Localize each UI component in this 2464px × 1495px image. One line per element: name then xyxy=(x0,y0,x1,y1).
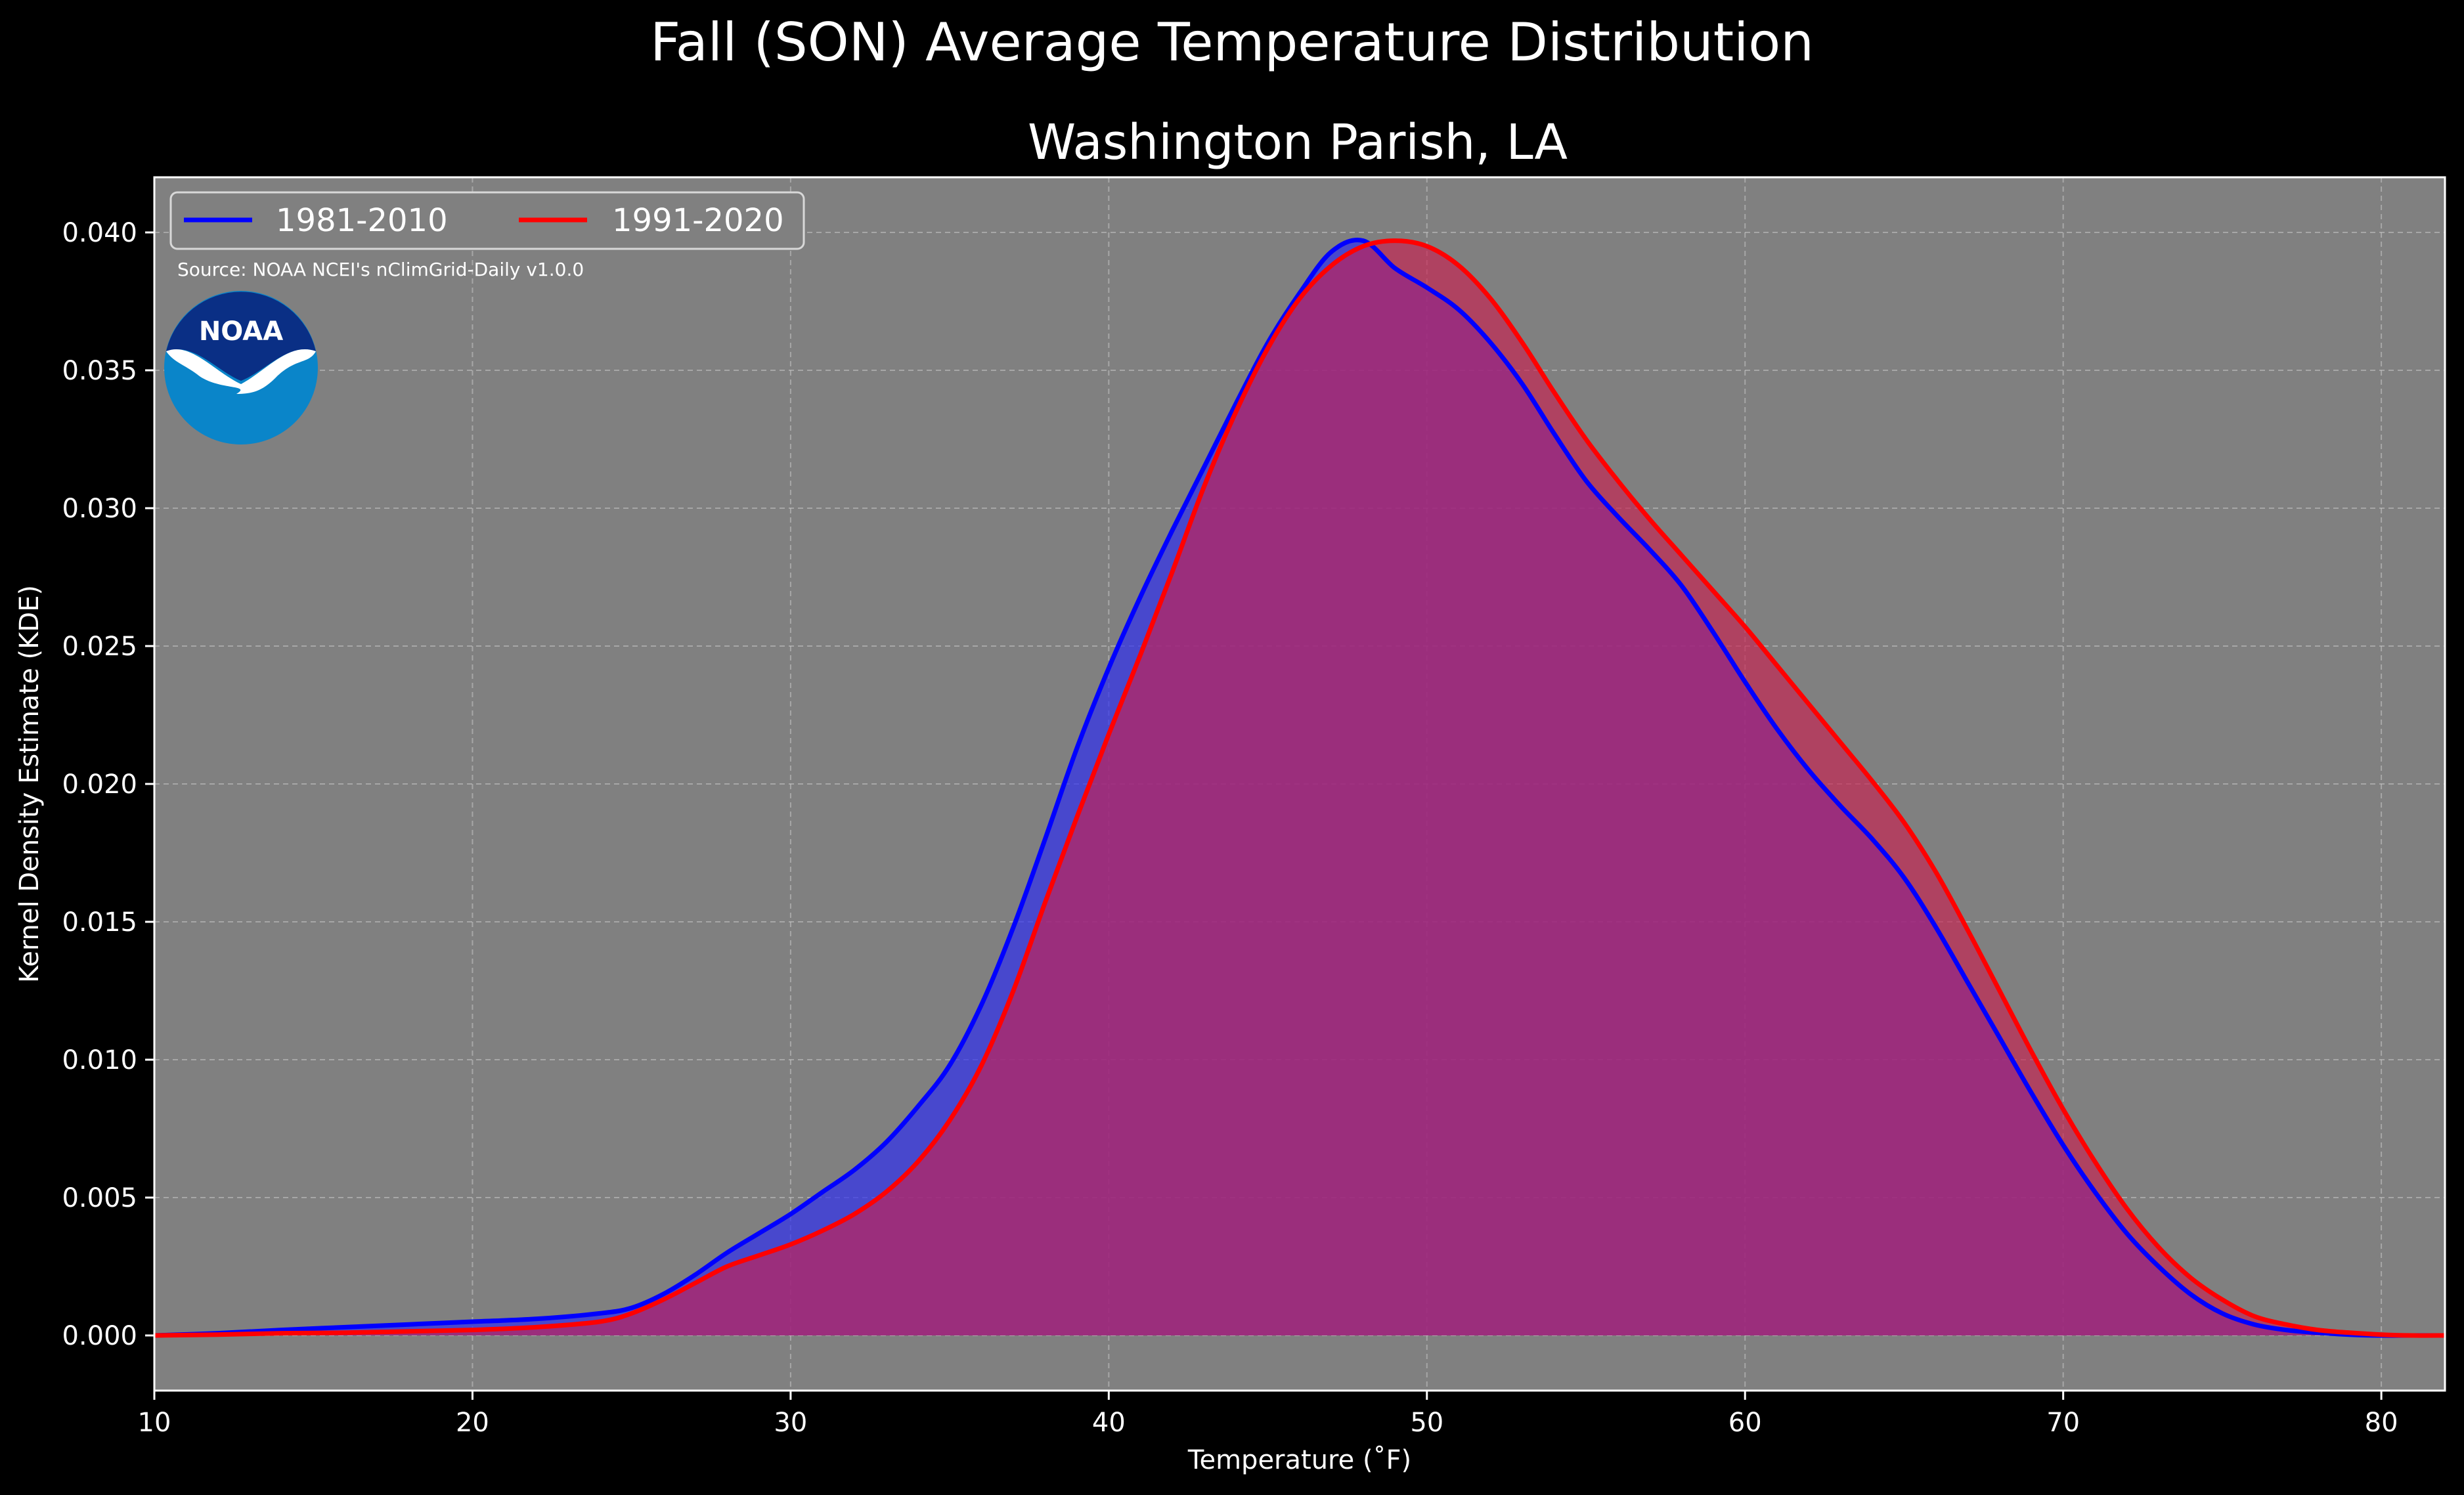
legend-label-1981-2010: 1981-2010 xyxy=(276,202,448,239)
legend-label-1991-2020: 1991-2020 xyxy=(612,202,784,239)
x-tick-label: 60 xyxy=(1728,1408,1762,1438)
y-tick-label: 0.040 xyxy=(62,218,137,248)
y-tick-label: 0.025 xyxy=(62,632,137,662)
series-line-1981-2010 xyxy=(154,238,2445,1338)
x-tick-label: 80 xyxy=(2365,1408,2398,1438)
y-axis-ticks: 0.000 0.005 0.010 0.015 0.020 0.025 0.030 0.035… xyxy=(62,218,154,1351)
y-tick-label: 0.035 xyxy=(62,356,137,386)
series-line-1991-2020 xyxy=(154,238,2446,1338)
x-axis-ticks: 10 20 30 40 50 60 70 80 xyxy=(138,1391,2398,1438)
noaa-logo: NOAA xyxy=(164,291,318,444)
x-tick-label: 20 xyxy=(456,1408,489,1438)
y-axis-label: Kernel Density Estimate (KDE) xyxy=(14,585,45,983)
noaa-logo-text: NOAA xyxy=(199,316,283,347)
x-tick-label: 30 xyxy=(774,1408,807,1438)
noaa-logo-sky xyxy=(166,292,316,381)
x-tick-label: 10 xyxy=(138,1408,171,1438)
noaa-logo-bird-icon xyxy=(166,349,316,394)
legend-box xyxy=(169,191,805,250)
chart-subtitle: Washington Parish, LA xyxy=(1028,114,1568,171)
chart-title: Fall (SON) Average Temperature Distribut… xyxy=(650,12,1814,73)
area-fill-1991-2020 xyxy=(154,240,2445,1336)
y-tick-label: 0.015 xyxy=(62,907,137,938)
series-lines xyxy=(154,238,2446,1338)
source-annotation: Source: NOAA NCEI's nClimGrid-Daily v1.0… xyxy=(177,259,584,280)
x-tick-label: 40 xyxy=(1092,1408,1126,1438)
y-tick-label: 0.010 xyxy=(62,1045,137,1075)
y-tick-label: 0.030 xyxy=(62,494,137,524)
y-tick-label: 0.000 xyxy=(62,1321,137,1351)
legend: 1981-2010 1991-2020 xyxy=(169,191,805,250)
y-tick-label: 0.005 xyxy=(62,1183,137,1213)
x-tick-label: 70 xyxy=(2046,1408,2080,1438)
x-axis-label: Temperature (˚F) xyxy=(1187,1445,1411,1475)
y-tick-label: 0.020 xyxy=(62,769,137,800)
x-tick-label: 50 xyxy=(1410,1408,1443,1438)
series-fills xyxy=(154,240,2445,1336)
